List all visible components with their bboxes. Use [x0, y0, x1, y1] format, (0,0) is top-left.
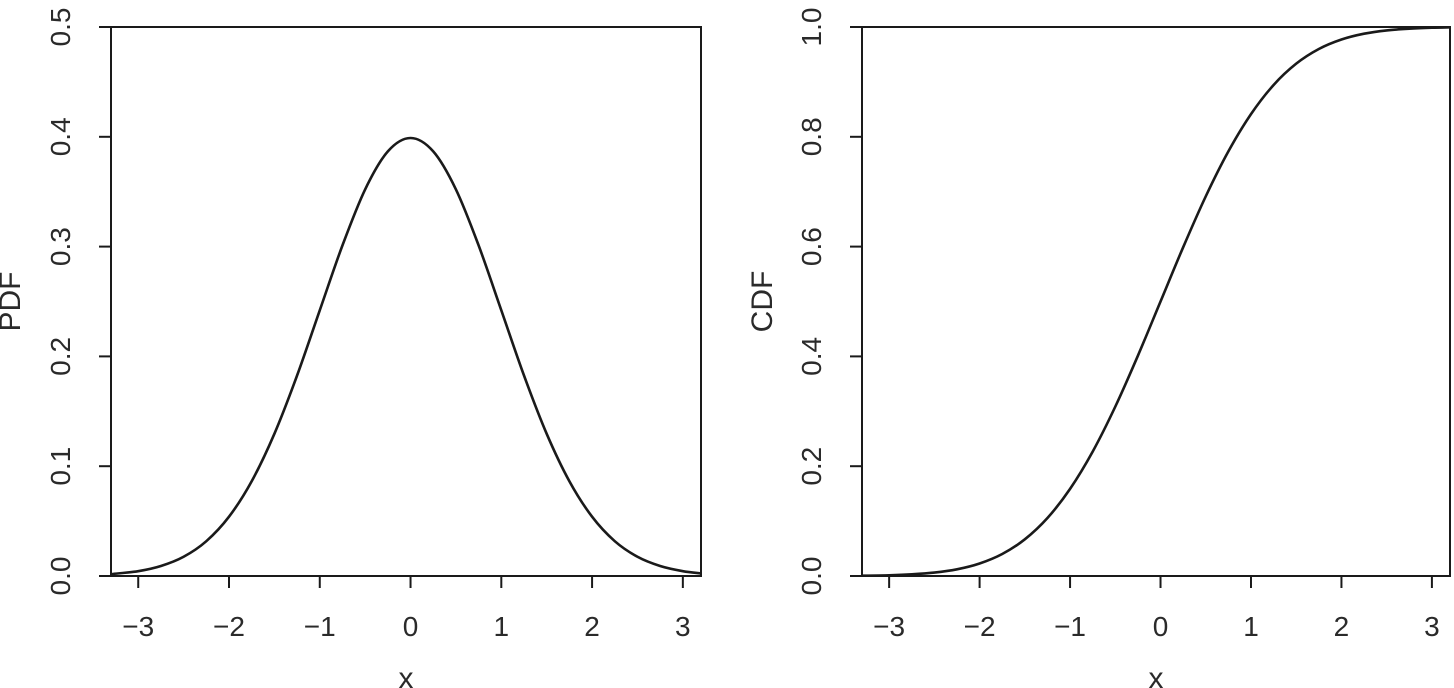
pdf-y-tick-label: 0.0: [45, 557, 76, 596]
pdf-x-tick-label: 2: [584, 611, 600, 642]
cdf-x-tick-label: 0: [1153, 611, 1169, 642]
pdf-plot-frame: [110, 26, 702, 577]
pdf-y-tick-label: 0.4: [45, 117, 76, 156]
pdf-y-tick-label: 0.5: [45, 8, 76, 47]
cdf-x-tick-label: 3: [1424, 611, 1440, 642]
cdf-y-tick-label: 0.8: [796, 117, 827, 156]
cdf-y-tick-label: 0.6: [796, 227, 827, 266]
cdf-y-axis-title: CDF: [746, 271, 779, 333]
cdf-y-tick-label: 0.4: [796, 337, 827, 376]
cdf-x-tick-label: 1: [1243, 611, 1259, 642]
cdf-y-tick-label: 0.0: [796, 557, 827, 596]
cdf-x-tick-label: −2: [964, 611, 996, 642]
cdf-y-tick-label: 1.0: [796, 8, 827, 47]
cdf-x-axis-title: x: [1149, 662, 1164, 688]
cdf-plot-frame: [861, 26, 1451, 577]
pdf-x-tick-label: 3: [675, 611, 691, 642]
pdf-curve: [110, 136, 702, 576]
pdf-x-tick-label: 0: [403, 611, 419, 642]
pdf-x-axis-title: x: [399, 662, 414, 688]
pdf-y-tick-label: 0.3: [45, 227, 76, 266]
pdf-x-tick-label: −3: [122, 611, 154, 642]
pdf-panel: −3 −2 −1 0 1 2 3 0.0 0.1 0.2 0.3 0.4 0.5 x PDF: [0, 8, 702, 688]
cdf-panel: −3 −2 −1 0 1 2 3 0.0 0.2 0.4 0.6 0.8 1.0 x CDF: [746, 8, 1451, 688]
pdf-x-tick-label: −2: [213, 611, 245, 642]
pdf-x-tick-label: −1: [304, 611, 336, 642]
pdf-y-tick-label: 0.1: [45, 447, 76, 486]
cdf-y-tick-label: 0.2: [796, 447, 827, 486]
cdf-curve: [861, 26, 1451, 578]
pdf-y-axis-title: PDF: [0, 272, 27, 332]
cdf-x-tick-label: 2: [1334, 611, 1350, 642]
pdf-y-tick-label: 0.2: [45, 337, 76, 376]
cdf-x-tick-label: −1: [1054, 611, 1086, 642]
pdf-x-tick-label: 1: [494, 611, 510, 642]
cdf-x-tick-label: −3: [873, 611, 905, 642]
